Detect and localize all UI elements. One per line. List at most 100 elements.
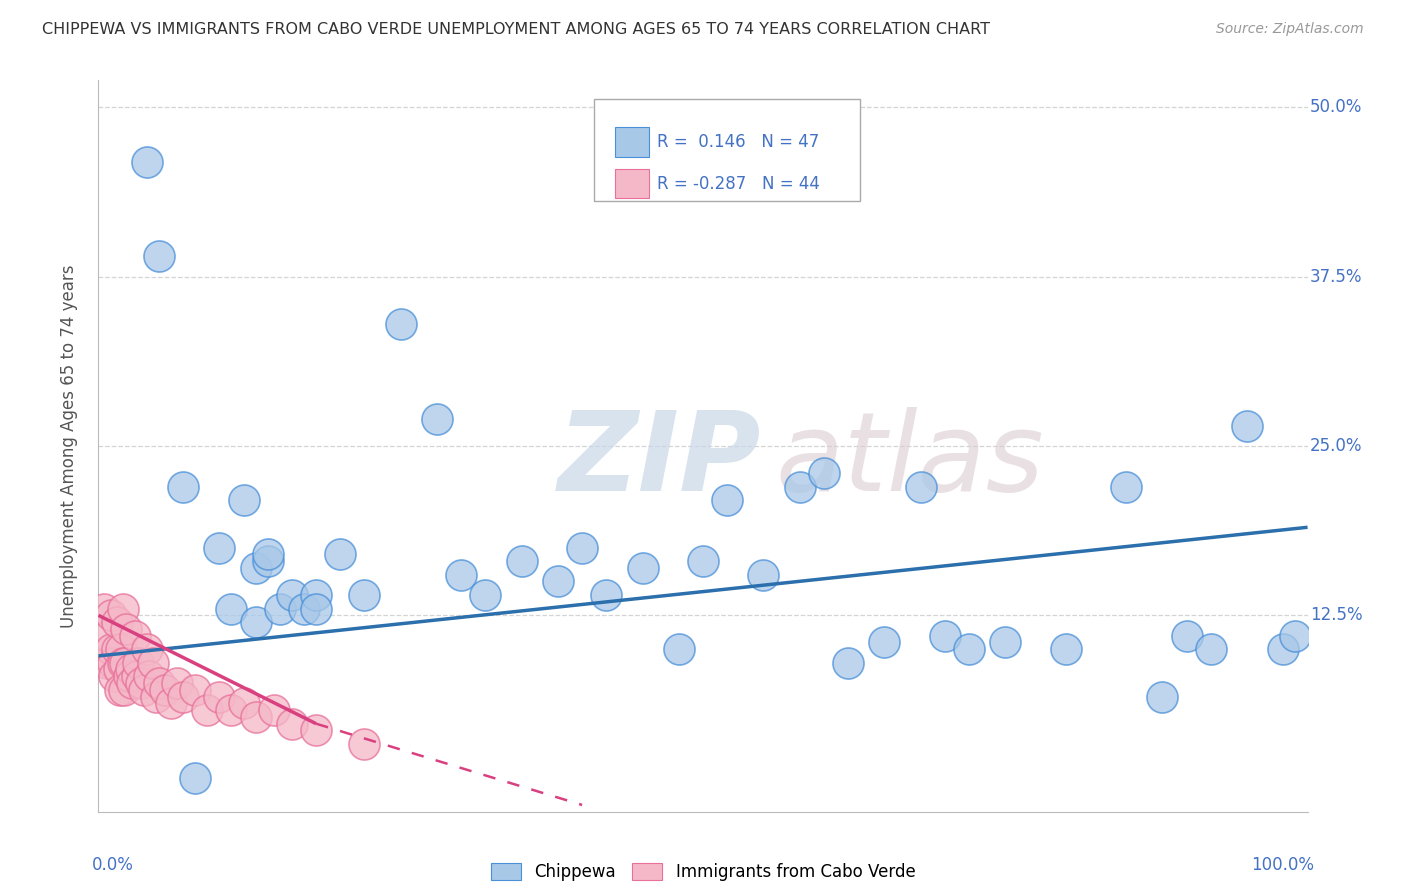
Point bbox=[110, 642, 132, 657]
Point bbox=[184, 682, 207, 697]
Point bbox=[148, 249, 170, 263]
Point bbox=[153, 682, 176, 697]
Point bbox=[1115, 480, 1137, 494]
Point bbox=[127, 669, 149, 683]
Point bbox=[105, 642, 128, 657]
Point bbox=[305, 723, 328, 738]
Point bbox=[571, 541, 593, 555]
Point bbox=[208, 690, 231, 704]
Point bbox=[281, 716, 304, 731]
Point bbox=[108, 682, 131, 697]
Text: 25.0%: 25.0% bbox=[1310, 437, 1362, 455]
Text: 37.5%: 37.5% bbox=[1310, 268, 1362, 285]
Point bbox=[1284, 629, 1306, 643]
Point bbox=[245, 710, 267, 724]
Point bbox=[245, 561, 267, 575]
Text: ZIP: ZIP bbox=[558, 407, 762, 514]
Point bbox=[172, 480, 194, 494]
Point bbox=[752, 567, 775, 582]
Point bbox=[108, 663, 131, 677]
Point bbox=[281, 588, 304, 602]
Point bbox=[121, 676, 143, 690]
Point bbox=[172, 690, 194, 704]
Point bbox=[668, 642, 690, 657]
Point bbox=[105, 615, 128, 629]
Point bbox=[292, 601, 315, 615]
Point bbox=[134, 682, 156, 697]
Point bbox=[96, 656, 118, 670]
Point bbox=[426, 412, 449, 426]
Point bbox=[692, 554, 714, 568]
Text: R = -0.287   N = 44: R = -0.287 N = 44 bbox=[657, 175, 820, 193]
Text: atlas: atlas bbox=[776, 407, 1045, 514]
Point bbox=[305, 588, 328, 602]
Point bbox=[129, 676, 152, 690]
Point bbox=[127, 656, 149, 670]
Point bbox=[232, 697, 254, 711]
Text: 50.0%: 50.0% bbox=[1310, 98, 1362, 116]
Point bbox=[595, 588, 617, 602]
Text: Source: ZipAtlas.com: Source: ZipAtlas.com bbox=[1216, 22, 1364, 37]
Point bbox=[100, 608, 122, 623]
Text: R =  0.146   N = 47: R = 0.146 N = 47 bbox=[657, 133, 820, 151]
Point bbox=[160, 697, 183, 711]
Point bbox=[789, 480, 811, 494]
FancyBboxPatch shape bbox=[614, 128, 648, 157]
Point bbox=[256, 554, 278, 568]
Y-axis label: Unemployment Among Ages 65 to 74 years: Unemployment Among Ages 65 to 74 years bbox=[59, 264, 77, 628]
Point bbox=[148, 676, 170, 690]
Point bbox=[100, 642, 122, 657]
Point bbox=[1236, 418, 1258, 433]
Text: 100.0%: 100.0% bbox=[1250, 855, 1313, 873]
Point bbox=[353, 737, 375, 751]
Point bbox=[994, 635, 1017, 649]
Point bbox=[101, 656, 124, 670]
Point bbox=[837, 656, 859, 670]
Point bbox=[716, 493, 738, 508]
Text: CHIPPEWA VS IMMIGRANTS FROM CABO VERDE UNEMPLOYMENT AMONG AGES 65 TO 74 YEARS CO: CHIPPEWA VS IMMIGRANTS FROM CABO VERDE U… bbox=[42, 22, 990, 37]
Point bbox=[221, 703, 243, 717]
Point bbox=[114, 656, 136, 670]
Point bbox=[813, 466, 835, 480]
Point bbox=[135, 154, 157, 169]
Point bbox=[353, 588, 375, 602]
Point bbox=[208, 541, 231, 555]
Point bbox=[195, 703, 218, 717]
Point bbox=[934, 629, 956, 643]
Point bbox=[142, 656, 165, 670]
FancyBboxPatch shape bbox=[595, 99, 860, 201]
Point bbox=[1152, 690, 1174, 704]
Point bbox=[138, 669, 160, 683]
Legend: Chippewa, Immigrants from Cabo Verde: Chippewa, Immigrants from Cabo Verde bbox=[484, 856, 922, 888]
Point bbox=[510, 554, 533, 568]
Point bbox=[450, 567, 472, 582]
Point bbox=[135, 642, 157, 657]
Point bbox=[474, 588, 496, 602]
Point bbox=[1199, 642, 1222, 657]
Point bbox=[145, 690, 167, 704]
Point bbox=[305, 601, 328, 615]
Point bbox=[269, 601, 291, 615]
Point bbox=[111, 656, 134, 670]
Point bbox=[115, 622, 138, 636]
Point bbox=[124, 629, 146, 643]
Point bbox=[97, 629, 120, 643]
Text: 12.5%: 12.5% bbox=[1310, 607, 1362, 624]
Point bbox=[120, 663, 142, 677]
Point bbox=[1272, 642, 1295, 657]
Point bbox=[957, 642, 980, 657]
Point bbox=[329, 547, 352, 561]
Point bbox=[118, 669, 141, 683]
Point bbox=[547, 574, 569, 589]
Point bbox=[389, 317, 412, 331]
Point bbox=[93, 601, 115, 615]
Point bbox=[910, 480, 932, 494]
Text: 0.0%: 0.0% bbox=[93, 855, 134, 873]
Point bbox=[631, 561, 654, 575]
Point bbox=[112, 682, 135, 697]
Point bbox=[221, 601, 243, 615]
Point bbox=[245, 615, 267, 629]
Point bbox=[232, 493, 254, 508]
Point bbox=[1175, 629, 1198, 643]
Point bbox=[111, 601, 134, 615]
